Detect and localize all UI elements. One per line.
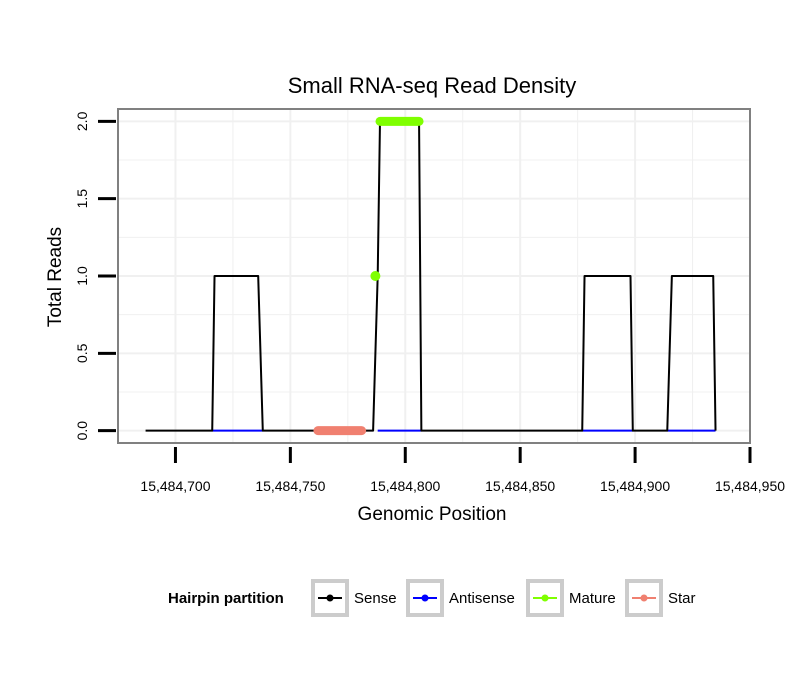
legend-key-point xyxy=(541,594,549,602)
plot-border xyxy=(117,108,751,444)
legend-item-mature: Mature xyxy=(526,579,616,617)
x-tick-label: 15,484,850 xyxy=(485,478,555,494)
series-layer xyxy=(145,116,717,436)
chart-title: Small RNA-seq Read Density xyxy=(288,73,577,98)
x-tick-label: 15,484,950 xyxy=(715,478,785,494)
y-tick-label: 0.0 xyxy=(74,421,90,441)
x-axis: 15,484,700 15,484,750 15,484,800 15,484,850… xyxy=(140,447,785,494)
y-axis-title: Total Reads xyxy=(45,227,66,327)
x-axis-title: Genomic Position xyxy=(358,504,507,525)
x-tick-label: 15,484,800 xyxy=(370,478,440,494)
plot-panel xyxy=(117,108,751,444)
x-tick-label: 15,484,900 xyxy=(600,478,670,494)
legend-label: Star xyxy=(668,590,696,607)
x-tick-label: 15,484,700 xyxy=(140,478,210,494)
y-tick-label: 0.5 xyxy=(74,343,90,363)
legend-key-point xyxy=(326,594,334,602)
legend-items: Sense Antisense Mature Star xyxy=(311,579,696,617)
x-tick-label: 15,484,750 xyxy=(255,478,325,494)
y-axis: 0.0 0.5 1.0 1.5 2.0 xyxy=(74,111,116,440)
legend-label: Sense xyxy=(354,590,397,607)
legend-key-point xyxy=(640,594,648,602)
legend-label: Mature xyxy=(569,590,616,607)
legend-item-star: Star xyxy=(625,579,696,617)
legend-title: Hairpin partition xyxy=(168,590,284,607)
y-tick-label: 1.0 xyxy=(74,266,90,286)
legend: Hairpin partition Sense Antisense Mature St… xyxy=(168,579,696,617)
legend-item-sense: Sense xyxy=(311,579,397,617)
y-tick-label: 1.5 xyxy=(74,189,90,209)
legend-item-antisense: Antisense xyxy=(406,579,515,617)
series-mature-point xyxy=(370,271,381,281)
legend-key-point xyxy=(421,594,429,602)
series-sense-line xyxy=(145,120,717,432)
legend-label: Antisense xyxy=(449,590,515,607)
y-tick-label: 2.0 xyxy=(74,111,90,131)
